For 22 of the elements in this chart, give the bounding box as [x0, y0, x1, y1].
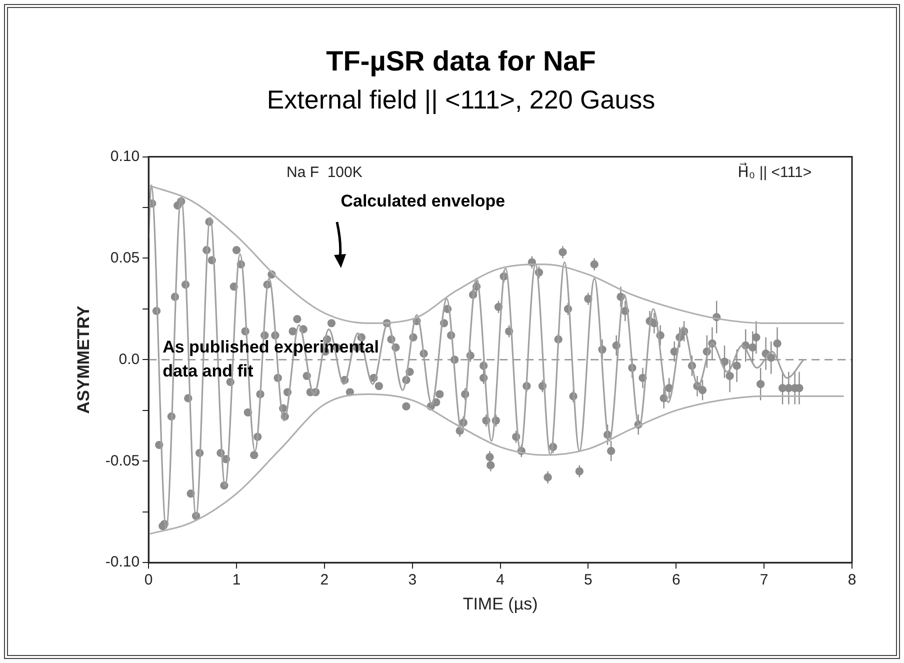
y-tick-label: 0.10: [110, 148, 140, 165]
x-tick-label: 8: [848, 572, 856, 589]
x-tick-label: 1: [232, 572, 241, 589]
x-tick-label: 6: [672, 572, 680, 589]
x-tick-label: 3: [408, 572, 417, 589]
annotation: As published experimental data and fit: [162, 337, 379, 380]
x-tick-label: 2: [320, 572, 329, 589]
y-tick-label: 0.05: [110, 249, 140, 266]
x-axis-title: TIME (µs): [462, 594, 538, 614]
chart-subtitle: External field || <111>, 220 Gauss: [266, 84, 656, 114]
annotation: Calculated envelope: [340, 191, 506, 210]
x-tick-label: 7: [760, 572, 768, 589]
annotation: Na F 100K: [286, 164, 362, 181]
x-tick-label: 5: [584, 572, 592, 589]
y-tick-label: 0.0: [118, 350, 140, 368]
annotation: H⃗₀ || <111>: [738, 162, 812, 181]
y-tick-label: -0.05: [105, 452, 140, 470]
x-tick-label: 4: [496, 572, 504, 589]
y-tick-label: -0.10: [105, 554, 140, 571]
y-axis-title: ASYMMETRY: [74, 305, 93, 414]
chart-title: TF-µSR data for NaF: [326, 46, 596, 77]
x-tick-label: 0: [144, 572, 153, 589]
